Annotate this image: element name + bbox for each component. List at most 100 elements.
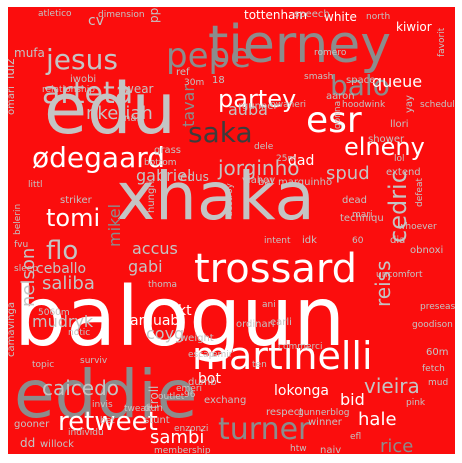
- word-cloud-canvas: balogun xhaka edu eddie tierney trossard marti…: [8, 7, 455, 454]
- word-112: tweak: [124, 404, 152, 414]
- word-3: eddie: [14, 356, 197, 433]
- word-117: willock: [40, 439, 74, 450]
- word-82: techniqu: [340, 213, 384, 224]
- word-93: topic: [32, 360, 54, 370]
- word-6: martinelli: [192, 334, 373, 378]
- word-78: hungri: [146, 181, 157, 213]
- word-77: bottom: [144, 158, 177, 168]
- word-31: reiss: [371, 261, 395, 307]
- word-79: vlahov: [242, 175, 275, 186]
- word-147: 5060m: [38, 308, 70, 318]
- word-cloud: balogun xhaka edu eddie tierney trossard marti…: [8, 7, 455, 454]
- word-136: ref: [176, 67, 190, 78]
- word-17: turner: [218, 412, 311, 447]
- word-104: ordinari: [236, 319, 275, 330]
- word-102: emir: [212, 350, 233, 360]
- word-85: dead: [342, 195, 367, 206]
- word-128: notic: [68, 328, 90, 338]
- word-126: bet: [100, 416, 115, 426]
- word-71: extend: [386, 167, 421, 178]
- word-64: space: [346, 75, 375, 86]
- word-7: esr: [306, 100, 362, 141]
- word-133: favorit: [437, 27, 447, 57]
- word-45: tottenham: [244, 8, 307, 22]
- word-108: dumb: [188, 377, 217, 388]
- word-1: xhaka: [116, 158, 315, 235]
- word-84: idk: [302, 235, 317, 246]
- word-107: exchang: [204, 395, 246, 406]
- word-9: arteta: [42, 76, 133, 111]
- word-91: thoma: [148, 280, 177, 290]
- word-15: elneny: [344, 133, 425, 161]
- word-130: belerin: [13, 204, 23, 235]
- word-95: preseason: [420, 302, 455, 312]
- word-42: ceballo: [36, 261, 86, 277]
- word-105: earli: [270, 317, 292, 328]
- word-148: ani: [262, 300, 276, 310]
- word-80: destroy: [225, 183, 235, 217]
- word-23: vieira: [364, 374, 420, 398]
- word-149: uncomfort: [376, 270, 423, 280]
- word-13: balo: [330, 69, 390, 102]
- word-131: fvu: [14, 240, 28, 250]
- word-116: dd: [20, 436, 35, 450]
- word-54: iwobi: [70, 74, 96, 85]
- word-21: jorginho: [217, 156, 300, 180]
- word-5: trossard: [194, 246, 357, 292]
- word-88: whoever: [398, 222, 437, 232]
- word-73: gonna: [333, 101, 343, 129]
- word-37: rice: [380, 436, 413, 454]
- word-109: dun: [144, 403, 163, 414]
- word-132: schedul: [420, 100, 455, 110]
- word-55: cv: [88, 13, 104, 29]
- word-59: atletico: [38, 9, 72, 19]
- word-35: hale: [358, 409, 397, 430]
- word-124: invis: [92, 400, 113, 410]
- word-26: auba: [228, 100, 268, 119]
- word-43: queue: [372, 72, 422, 91]
- word-146: htw: [290, 444, 307, 454]
- word-100: weight: [180, 333, 214, 344]
- word-20: cedric: [384, 170, 412, 243]
- word-27: saliba: [42, 273, 95, 294]
- word-69: nah: [124, 113, 143, 124]
- word-25: nketiah: [86, 103, 153, 124]
- word-120: membership: [154, 446, 211, 454]
- word-97: 60m: [426, 347, 448, 358]
- word-139: romero: [314, 48, 347, 58]
- word-127: sleep: [14, 264, 38, 274]
- word-83: intent: [264, 236, 291, 246]
- word-34: tavar: [179, 85, 198, 127]
- word-16: tomi: [46, 204, 100, 232]
- word-137: 30m: [184, 78, 204, 88]
- word-94: surviv: [80, 356, 108, 366]
- word-10: jesus: [45, 43, 118, 76]
- word-33: mikel: [105, 204, 124, 247]
- word-30: accus: [132, 239, 178, 258]
- word-86: mari: [352, 210, 372, 220]
- word-8: pepe: [166, 36, 251, 76]
- word-125: individu: [68, 428, 104, 438]
- word-cloud-background: [8, 7, 455, 454]
- word-53: wear: [124, 82, 154, 96]
- word-141: bal: [258, 177, 273, 188]
- word-4: tierney: [208, 15, 391, 75]
- word-41: mudryk: [32, 312, 94, 331]
- word-145: ten: [252, 360, 267, 370]
- word-12: saka: [188, 116, 253, 149]
- word-36: sambi: [150, 427, 204, 448]
- word-150: hoodwink: [342, 100, 386, 110]
- word-2: edu: [44, 68, 176, 150]
- word-14: partey: [218, 85, 296, 113]
- word-56: pps: [147, 7, 161, 23]
- word-51: troll: [147, 386, 161, 409]
- word-75: striker: [60, 195, 93, 206]
- word-68: omari: [8, 86, 17, 115]
- word-39: lokonga: [274, 383, 329, 399]
- word-99: mud: [428, 378, 448, 388]
- word-143: 96: [184, 390, 196, 400]
- word-114: efl: [350, 432, 361, 442]
- word-118: gooner: [14, 419, 50, 430]
- word-49: kt: [178, 303, 192, 319]
- word-119: enzonzi: [174, 424, 208, 434]
